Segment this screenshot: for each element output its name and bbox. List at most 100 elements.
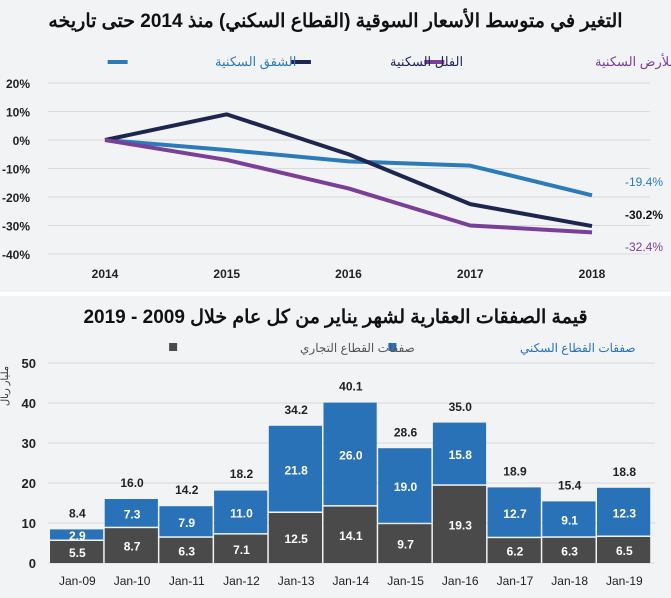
bar-residential bbox=[432, 422, 487, 485]
x-tick-label: 2016 bbox=[335, 267, 362, 281]
bar-label-residential: 11.0 bbox=[230, 507, 253, 521]
bar-total-label: 16.0 bbox=[120, 476, 144, 490]
end-value-label: -19.4% bbox=[625, 175, 663, 189]
bar-label-commercial: 6.5 bbox=[616, 544, 633, 558]
bar-residential bbox=[214, 490, 268, 534]
bar-commercial bbox=[268, 513, 322, 563]
bar-total-label: 18.2 bbox=[230, 467, 254, 481]
x-tick-label: Jan-09 bbox=[59, 574, 96, 588]
x-tick-label: Jan-19 bbox=[606, 574, 643, 588]
x-tick-label: Jan-13 bbox=[278, 574, 315, 588]
bar-total-label: 18.8 bbox=[613, 465, 637, 479]
bar-commercial bbox=[159, 537, 213, 563]
bar-total-label: 14.2 bbox=[175, 483, 199, 497]
y-tick-label: -30% bbox=[2, 220, 30, 234]
transactions-chart-panel: قيمة الصفقات العقارية لشهر يناير من كل ع… bbox=[0, 296, 671, 598]
bar-label-residential: 7.9 bbox=[178, 516, 195, 530]
y-tick-label: 10% bbox=[6, 106, 30, 120]
bar-label-commercial: 9.7 bbox=[397, 538, 414, 552]
bar-commercial bbox=[597, 537, 651, 563]
x-tick-label: Jan-10 bbox=[114, 574, 151, 588]
series-line bbox=[104, 138, 593, 235]
bar-total-label: 28.6 bbox=[394, 426, 418, 440]
price-change-chart-panel: التغير في متوسط الأسعار السوقية (القطاع … bbox=[0, 0, 671, 292]
bar-commercial bbox=[432, 485, 487, 563]
bar-total-label: 18.9 bbox=[503, 464, 527, 478]
bar-total-label: 34.2 bbox=[284, 403, 308, 417]
y-tick-label: 50 bbox=[22, 356, 36, 371]
bar-commercial bbox=[323, 506, 377, 563]
legend-label: المتر المربع للأرض السكنية bbox=[595, 53, 671, 70]
legend-label: الفلل السكنية bbox=[390, 54, 463, 69]
y-tick-label: 10 bbox=[22, 516, 36, 531]
x-tick-label: Jan-16 bbox=[442, 574, 479, 588]
bar-commercial bbox=[378, 524, 432, 563]
series-line bbox=[104, 138, 593, 198]
bar-label-commercial: 7.1 bbox=[233, 543, 250, 557]
bar-label-residential: 2.9 bbox=[69, 529, 86, 543]
bar-chart: 0 10 20 30 40 50 مليار ريال صفقات القطاع السكني… bbox=[0, 341, 655, 588]
divider bbox=[0, 292, 671, 296]
series-line bbox=[104, 112, 593, 229]
legend-label: صفقات القطاع التجاري bbox=[300, 341, 415, 355]
bar-label-commercial: 8.7 bbox=[124, 540, 141, 554]
bar-label-residential: 12.7 bbox=[503, 507, 527, 521]
bar-commercial bbox=[50, 541, 104, 563]
end-value-label: -30.2% bbox=[625, 208, 663, 222]
y-tick-label: 0% bbox=[13, 134, 31, 148]
bar-residential bbox=[323, 402, 377, 506]
bar-label-commercial: 6.3 bbox=[561, 544, 578, 558]
bar-label-residential: 7.3 bbox=[124, 508, 141, 522]
bar-label-commercial: 19.3 bbox=[449, 518, 473, 532]
legend-label: الشقق السكنية bbox=[215, 54, 296, 70]
y-tick-label: -20% bbox=[2, 191, 30, 205]
x-tick-label: Jan-18 bbox=[551, 574, 588, 588]
bar-residential bbox=[487, 487, 541, 537]
bar-commercial bbox=[487, 538, 541, 563]
bar-label-residential: 26.0 bbox=[339, 449, 363, 463]
legend-swatch bbox=[388, 343, 397, 351]
bar-label-commercial: 6.2 bbox=[507, 545, 524, 559]
bar-residential bbox=[597, 487, 651, 536]
bar-residential bbox=[542, 501, 596, 537]
bar-chart-title: قيمة الصفقات العقارية لشهر يناير من كل ع… bbox=[83, 307, 588, 328]
bar-label-commercial: 12.5 bbox=[284, 532, 308, 546]
y-tick-label: 20 bbox=[22, 476, 36, 491]
bar-residential bbox=[268, 425, 322, 512]
bar-residential bbox=[159, 506, 213, 537]
bar-total-label: 35.0 bbox=[449, 400, 473, 414]
y-tick-label: -40% bbox=[2, 248, 30, 262]
y-axis-label: مليار ريال bbox=[0, 366, 11, 406]
end-value-label: -32.4% bbox=[625, 240, 663, 254]
bar-residential bbox=[378, 448, 432, 523]
bar-commercial bbox=[214, 534, 268, 563]
bar-label-residential: 12.3 bbox=[613, 506, 637, 520]
y-tick-label: 40 bbox=[22, 396, 36, 411]
x-tick-label: 2015 bbox=[213, 267, 240, 281]
bar-label-residential: 15.8 bbox=[449, 448, 473, 462]
bar-label-commercial: 14.1 bbox=[339, 529, 363, 543]
x-tick-label: Jan-12 bbox=[223, 574, 260, 588]
x-tick-label: Jan-17 bbox=[497, 574, 534, 588]
y-tick-label: 30 bbox=[22, 436, 36, 451]
bar-residential bbox=[50, 529, 104, 540]
legend-swatch bbox=[169, 343, 178, 351]
bar-total-label: 40.1 bbox=[339, 380, 363, 394]
bar-label-residential: 19.0 bbox=[394, 480, 418, 494]
bar-label-residential: 9.1 bbox=[561, 514, 578, 528]
x-tick-label: 2017 bbox=[457, 267, 484, 281]
line-chart-title: التغير في متوسط الأسعار السوقية (القطاع … bbox=[48, 11, 623, 32]
bar-label-residential: 21.8 bbox=[284, 463, 308, 477]
x-tick-label: Jan-15 bbox=[387, 574, 424, 588]
x-tick-label: Jan-14 bbox=[332, 574, 369, 588]
bar-commercial bbox=[104, 528, 158, 563]
y-tick-label: 20% bbox=[6, 77, 30, 91]
bar-label-commercial: 5.5 bbox=[69, 546, 86, 560]
bar-total-label: 8.4 bbox=[69, 506, 86, 520]
legend-label: صفقات القطاع السكني bbox=[520, 341, 636, 355]
bar-total-label: 15.4 bbox=[558, 478, 582, 492]
x-tick-label: 2014 bbox=[92, 267, 119, 281]
bar-label-commercial: 6.3 bbox=[178, 544, 195, 558]
x-tick-label: Jan-11 bbox=[169, 574, 205, 588]
y-tick-label: 0 bbox=[29, 556, 36, 571]
